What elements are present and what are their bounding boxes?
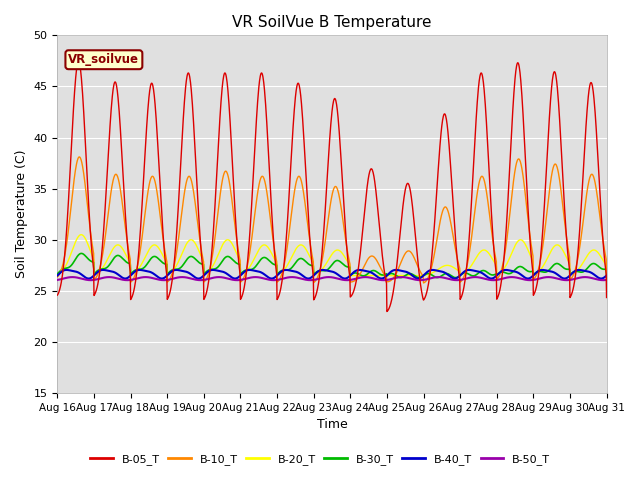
X-axis label: Time: Time	[317, 419, 348, 432]
Text: VR_soilvue: VR_soilvue	[68, 53, 140, 66]
Legend: B-05_T, B-10_T, B-20_T, B-30_T, B-40_T, B-50_T: B-05_T, B-10_T, B-20_T, B-30_T, B-40_T, …	[86, 450, 554, 469]
Y-axis label: Soil Temperature (C): Soil Temperature (C)	[15, 150, 28, 278]
Title: VR SoilVue B Temperature: VR SoilVue B Temperature	[232, 15, 432, 30]
